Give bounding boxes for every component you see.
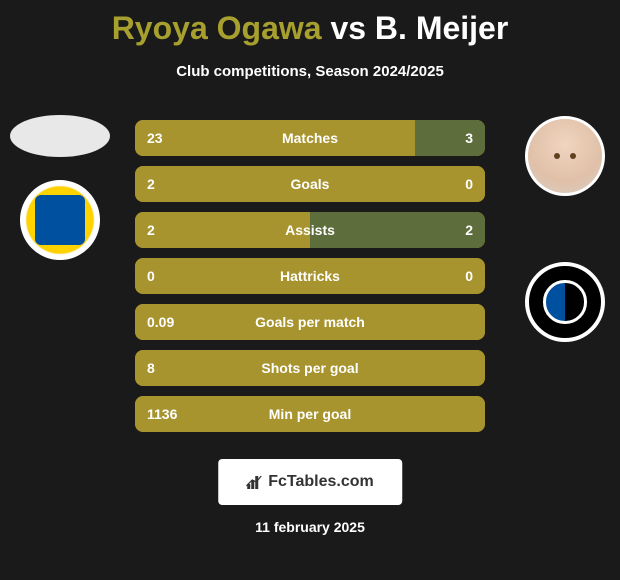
vs-text: vs (330, 10, 366, 46)
player2-avatar (525, 116, 605, 196)
stat-value-p2: 2 (465, 222, 473, 238)
stat-label: Min per goal (135, 406, 485, 422)
player1-club-badge (20, 180, 100, 260)
player2-club-badge (525, 262, 605, 342)
stat-label: Assists (135, 222, 485, 238)
date-text: 11 february 2025 (0, 519, 620, 535)
stat-row: 1136Min per goal (135, 396, 485, 432)
subtitle: Club competitions, Season 2024/2025 (0, 63, 620, 80)
stat-label: Goals per match (135, 314, 485, 330)
stat-value-p2: 3 (465, 130, 473, 146)
stat-label: Shots per goal (135, 360, 485, 376)
player1-name: Ryoya Ogawa (112, 10, 322, 46)
stat-value-p2: 0 (465, 176, 473, 192)
stat-value-p2: 0 (465, 268, 473, 284)
chart-icon (246, 474, 262, 490)
brand-text: FcTables.com (268, 473, 374, 491)
comparison-title: Ryoya Ogawa vs B. Meijer (0, 0, 620, 47)
stats-container: 23Matches32Goals02Assists20Hattricks00.0… (135, 120, 485, 442)
stat-label: Goals (135, 176, 485, 192)
stat-label: Matches (135, 130, 485, 146)
player2-name: B. Meijer (375, 10, 508, 46)
stat-row: 23Matches3 (135, 120, 485, 156)
stat-label: Hattricks (135, 268, 485, 284)
stat-row: 0.09Goals per match (135, 304, 485, 340)
brand-footer: FcTables.com (218, 459, 402, 505)
stat-row: 2Goals0 (135, 166, 485, 202)
stat-row: 0Hattricks0 (135, 258, 485, 294)
player1-avatar (10, 115, 110, 157)
stat-row: 8Shots per goal (135, 350, 485, 386)
stat-row: 2Assists2 (135, 212, 485, 248)
